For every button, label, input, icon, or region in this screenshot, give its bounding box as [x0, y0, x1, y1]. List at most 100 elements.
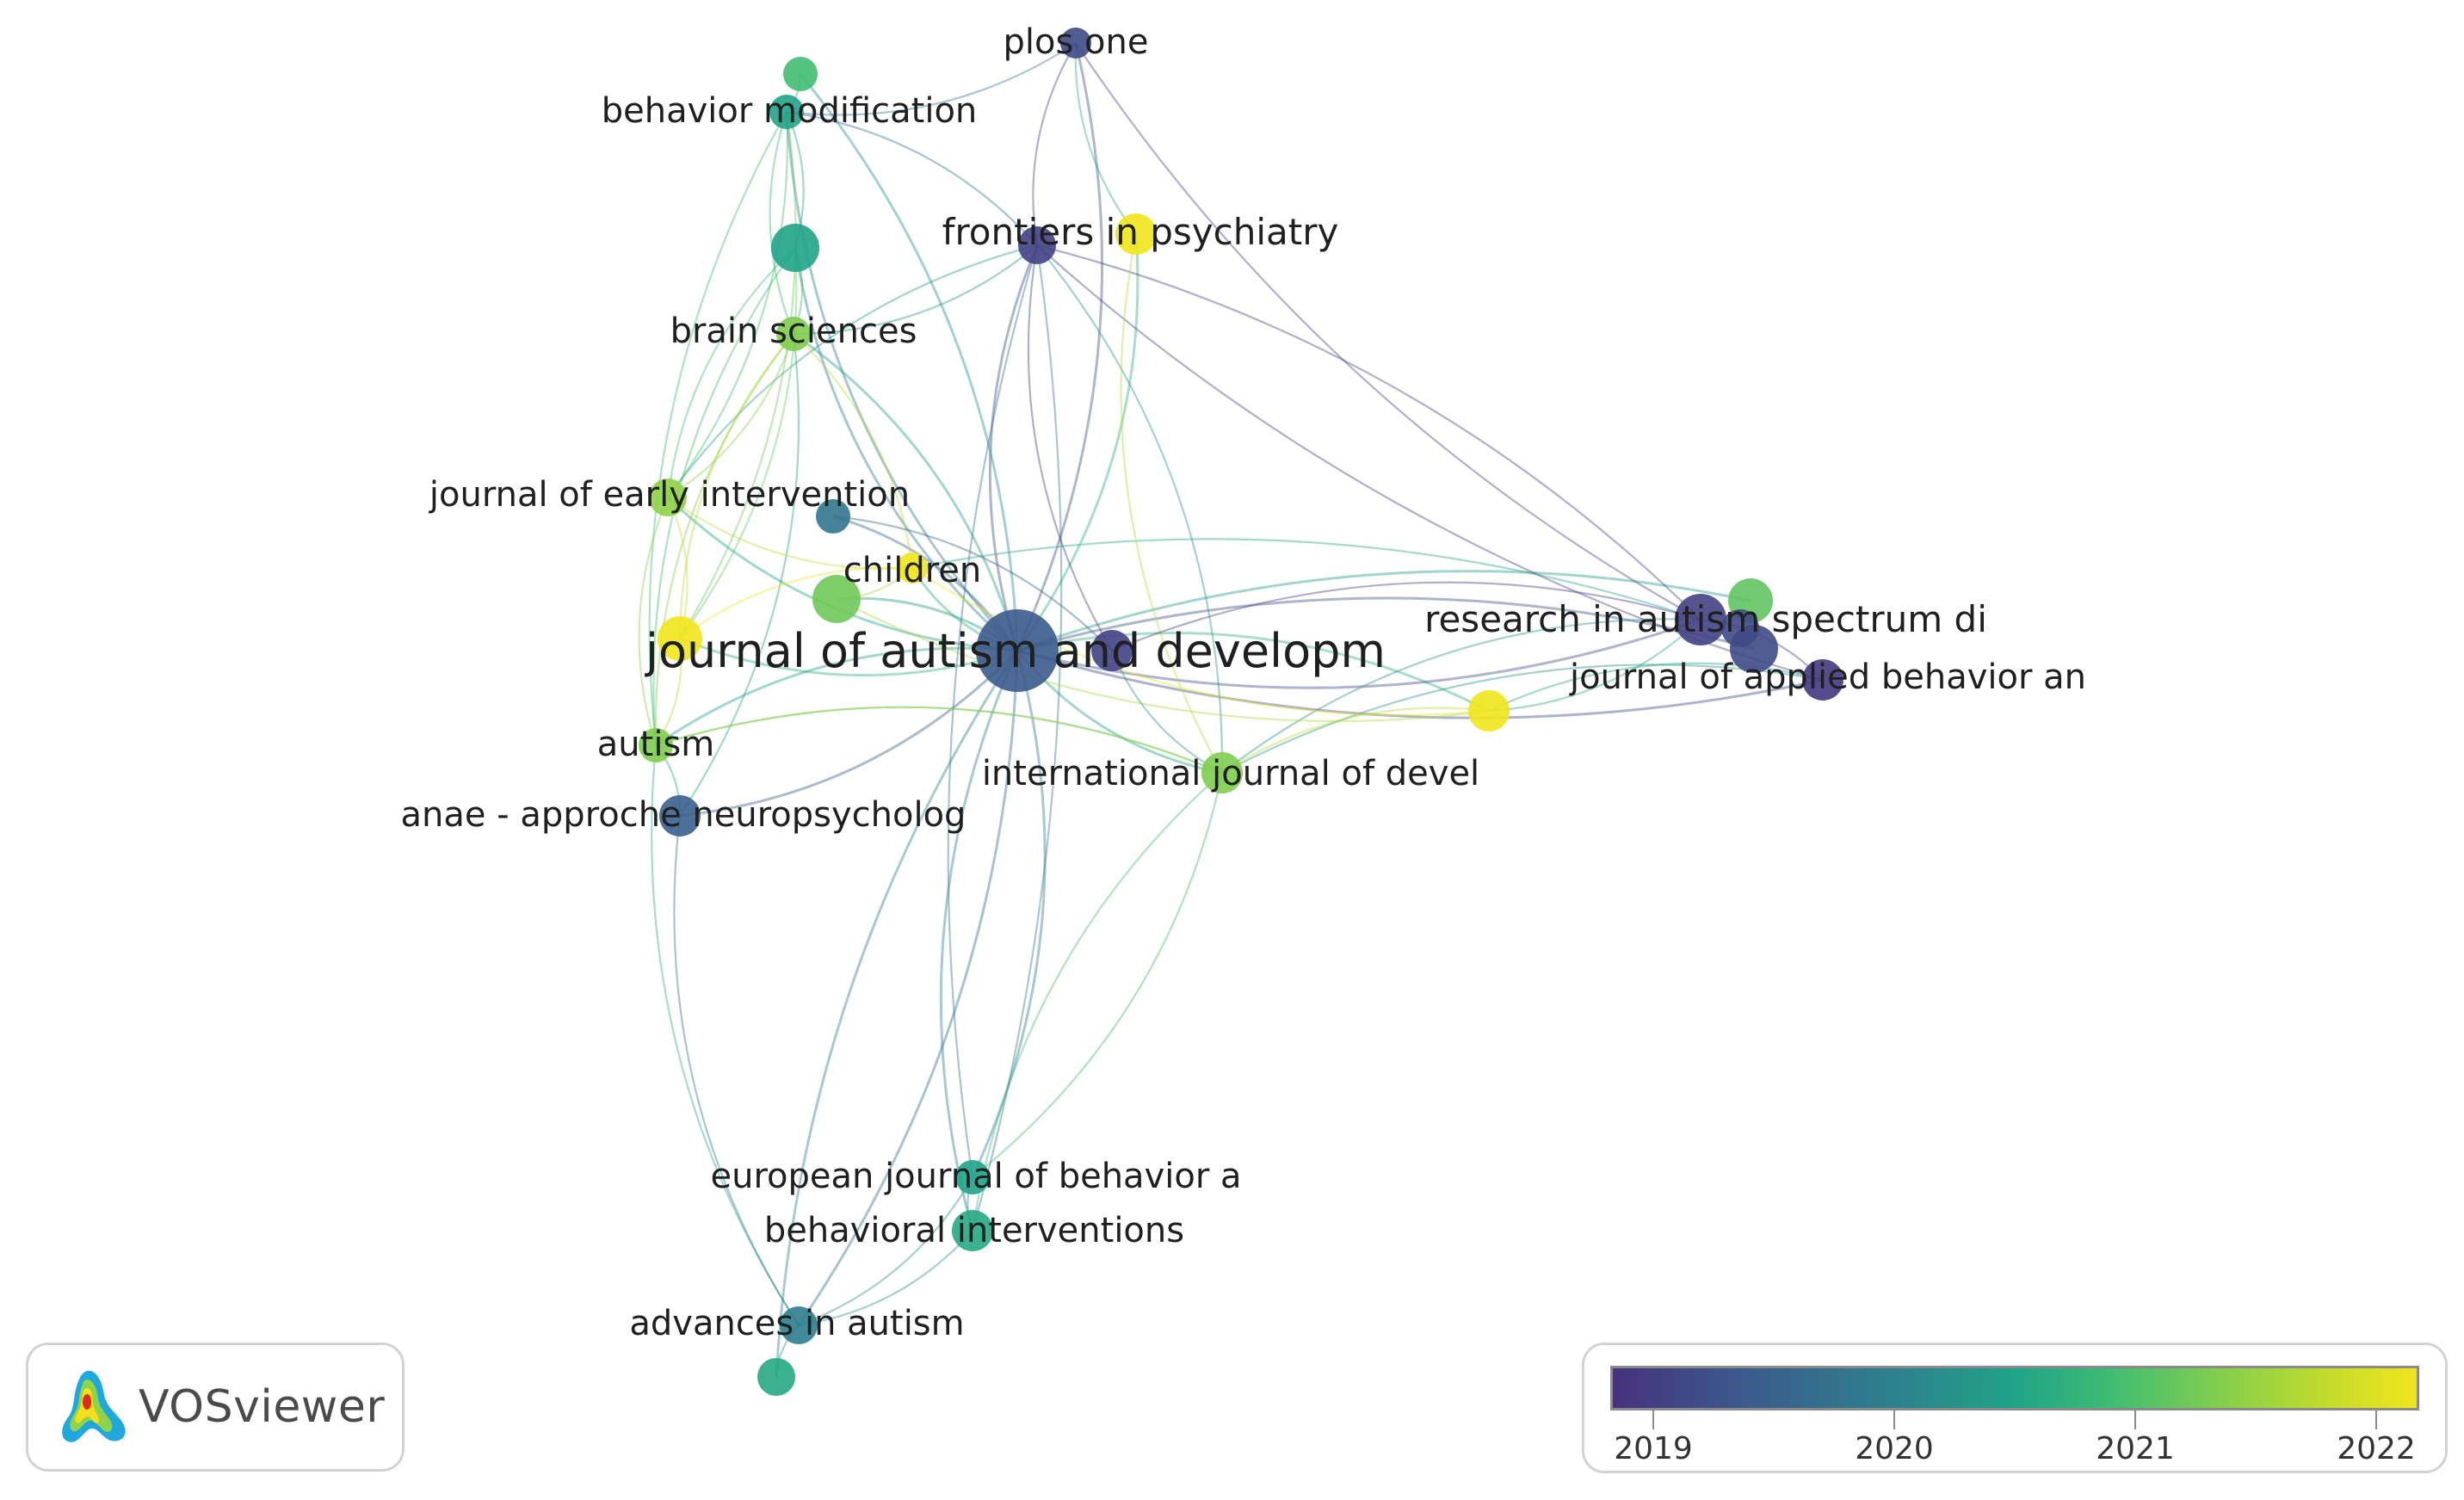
- network-link: [651, 744, 800, 1326]
- network-node-jaba[interactable]: [1802, 659, 1843, 701]
- network-link: [939, 650, 1019, 1231]
- node-label-jadd: journal of autism and developm: [645, 624, 1386, 678]
- legend-tick-label: 2020: [1855, 1431, 1934, 1466]
- network-link: [1221, 664, 1824, 774]
- network-node-yellow_left[interactable]: [658, 616, 702, 661]
- network-node-children[interactable]: [897, 552, 928, 583]
- node-label-rasd: research in autism spectrum di: [1424, 598, 1987, 640]
- labels-layer: plos one behavior modification frontiers i…: [401, 22, 2086, 1343]
- network-link: [679, 247, 798, 639]
- network-node-fip_y[interactable]: [1115, 213, 1157, 255]
- network-link: [1016, 596, 1755, 652]
- network-link: [1488, 619, 1701, 713]
- network-link: [667, 497, 913, 571]
- legend-tick-label: 2019: [1614, 1431, 1693, 1466]
- network-link: [1110, 650, 1223, 774]
- network-link: [1032, 42, 1077, 246]
- network-link: [785, 111, 1019, 652]
- network-link: [648, 111, 787, 746]
- network-link: [793, 333, 914, 569]
- network-node-teal[interactable]: [816, 499, 850, 534]
- network-node-aia2[interactable]: [757, 1358, 795, 1396]
- network-node-ijd[interactable]: [1201, 752, 1243, 793]
- network-link: [1074, 42, 1137, 235]
- network-link: [678, 333, 794, 639]
- network-link: [1221, 707, 1490, 774]
- network-node-bm[interactable]: [769, 95, 804, 129]
- legend-tick: [2375, 1410, 2377, 1429]
- network-node-bi[interactable]: [952, 1210, 993, 1251]
- network-node-jadd[interactable]: [976, 609, 1059, 692]
- network-link: [971, 650, 1047, 1178]
- network-link: [679, 111, 797, 639]
- network-link: [769, 111, 795, 335]
- network-node-green2[interactable]: [812, 575, 861, 623]
- network-link: [654, 333, 794, 746]
- network-link: [911, 538, 1701, 621]
- node-label-anae: anae - approche neuropsycholog: [401, 795, 966, 835]
- color-legend: 2019 2020 2021 2022: [1582, 1343, 2448, 1473]
- node-label-jaba: journal of applied behavior an: [1569, 657, 2086, 697]
- vosviewer-logo-icon: [62, 1370, 126, 1442]
- network-node-brain[interactable]: [776, 317, 811, 351]
- network-node-anae[interactable]: [659, 795, 701, 836]
- network-node-rasd[interactable]: [1675, 594, 1726, 645]
- network-node-aia[interactable]: [780, 1306, 818, 1344]
- network-link: [797, 650, 1019, 1326]
- network-node-yellow_right[interactable]: [1468, 690, 1510, 731]
- network-node-jadd2[interactable]: [1091, 630, 1133, 671]
- vosviewer-logo: VOSviewer: [26, 1343, 404, 1472]
- network-link: [667, 244, 1038, 498]
- network-link: [667, 333, 795, 498]
- network-node-plos[interactable]: [1060, 28, 1091, 59]
- network-link: [972, 772, 1224, 1178]
- network-link: [799, 73, 1019, 651]
- network-link: [1221, 618, 1701, 774]
- vosviewer-logo-text: VOSviewer: [139, 1381, 386, 1433]
- node-label-autism: autism: [597, 725, 714, 764]
- network-link: [786, 42, 1077, 116]
- network-link: [911, 567, 1490, 716]
- network-link: [832, 515, 1113, 651]
- node-label-plos: plos one: [1004, 22, 1149, 62]
- network-link: [655, 706, 1223, 775]
- node-label-ejba: european journal of behavior a: [710, 1157, 1241, 1196]
- network-link: [1027, 244, 1113, 651]
- node-label-bm: behavior modification: [602, 91, 978, 131]
- network-link: [1488, 662, 1824, 712]
- network-link: [655, 706, 1223, 775]
- network-node-green_mid[interactable]: [771, 224, 819, 272]
- legend-tick: [2134, 1410, 2136, 1429]
- network-node-autism[interactable]: [639, 728, 673, 762]
- network-link: [1036, 244, 1224, 774]
- network-link: [666, 247, 796, 498]
- nodes-layer: [639, 28, 1843, 1396]
- network-link: [1120, 233, 1223, 774]
- node-label-fip: frontiers in psychiatry: [942, 211, 1339, 253]
- network-link: [1036, 244, 1701, 620]
- network-link: [988, 244, 1039, 651]
- network-link: [794, 247, 1018, 652]
- node-label-ijd: international journal of devel: [982, 754, 1479, 793]
- node-label-aia: advances in autism: [629, 1304, 964, 1343]
- legend-tick: [1893, 1410, 1895, 1429]
- network-link: [655, 646, 1018, 747]
- network-link: [679, 649, 1019, 818]
- network-link: [1111, 581, 1701, 652]
- legend-tick: [1652, 1410, 1654, 1429]
- legend-tick-label: 2022: [2337, 1431, 2416, 1466]
- network-link: [638, 497, 670, 746]
- network-node-fip[interactable]: [1018, 226, 1056, 264]
- network-link: [1016, 42, 1104, 651]
- network-link: [798, 1230, 973, 1327]
- node-label-jei: journal of early intervention: [429, 475, 910, 515]
- network-node-ejba[interactable]: [955, 1160, 990, 1194]
- network-node-jei[interactable]: [649, 478, 687, 516]
- network-link: [679, 637, 1018, 677]
- network-node-rasd3[interactable]: [1721, 609, 1759, 647]
- network-link: [679, 566, 913, 639]
- network-node-bm_top[interactable]: [783, 57, 818, 91]
- network-link: [1016, 631, 1490, 713]
- network-link: [793, 244, 1038, 336]
